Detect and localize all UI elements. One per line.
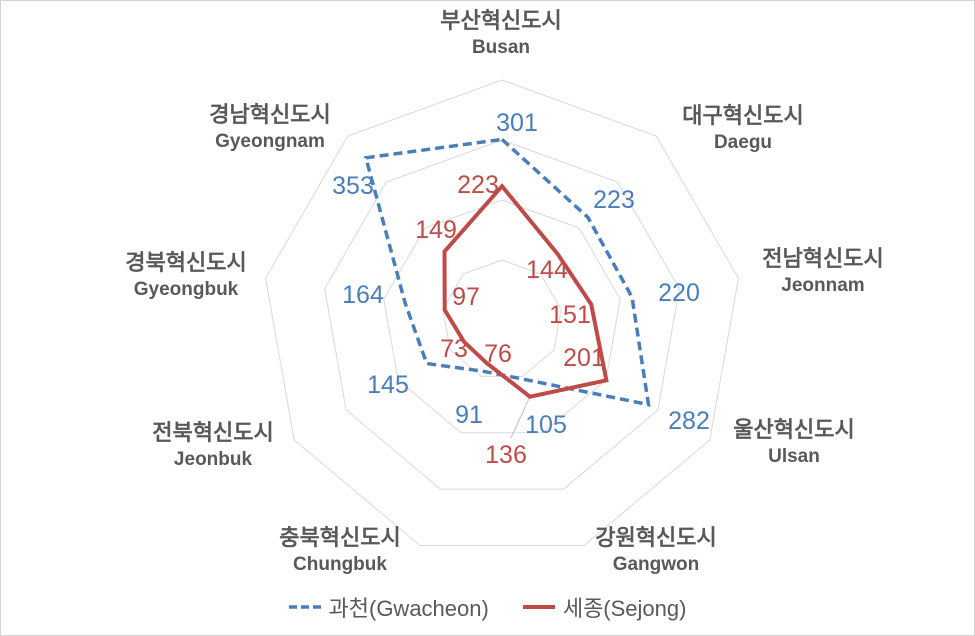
dashed-line-swatch <box>288 605 321 609</box>
label-leader-line <box>510 396 531 439</box>
data-label-sejong-busan: 223 <box>457 171 499 199</box>
data-label-gwacheon-busan: 301 <box>496 109 538 137</box>
data-label-sejong-gyeongbuk: 97 <box>452 283 480 311</box>
legend-label-sejong: 세종(Sejong) <box>562 596 687 621</box>
grid-ring-400 <box>265 79 739 546</box>
data-label-gwacheon-gyeongbuk: 164 <box>342 281 384 309</box>
legend-label-gwacheon: 과천(Gwacheon) <box>328 596 489 621</box>
data-label-gwacheon-chungbuk: 91 <box>455 401 483 429</box>
data-label-gwacheon-ulsan: 282 <box>668 407 710 435</box>
data-label-gwacheon-gyeongnam: 353 <box>332 172 374 200</box>
data-label-sejong-chungbuk: 76 <box>484 340 512 368</box>
legend: 과천(Gwacheon) 세종(Sejong) <box>1 591 974 623</box>
solid-line-swatch <box>522 605 555 609</box>
grid-ring-200 <box>383 199 621 434</box>
data-label-sejong-gyeongnam: 149 <box>415 216 457 244</box>
legend-item-gwacheon: 과천(Gwacheon) <box>288 591 489 623</box>
data-label-gwacheon-gangwon: 105 <box>525 411 567 439</box>
data-label-sejong-jeonbuk: 73 <box>440 335 468 363</box>
data-label-sejong-jeonnam: 151 <box>549 301 591 329</box>
data-label-gwacheon-jeonbuk: 145 <box>367 371 409 399</box>
data-label-sejong-daegu: 144 <box>526 256 568 284</box>
grid-ring-300 <box>324 139 680 490</box>
data-label-sejong-gangwon: 136 <box>485 441 527 469</box>
data-label-gwacheon-jeonnam: 220 <box>658 279 700 307</box>
series-line-sejong <box>442 183 609 399</box>
data-label-sejong-ulsan: 201 <box>563 344 605 372</box>
data-label-gwacheon-daegu: 223 <box>593 186 635 214</box>
legend-item-sejong: 세종(Sejong) <box>522 591 687 623</box>
